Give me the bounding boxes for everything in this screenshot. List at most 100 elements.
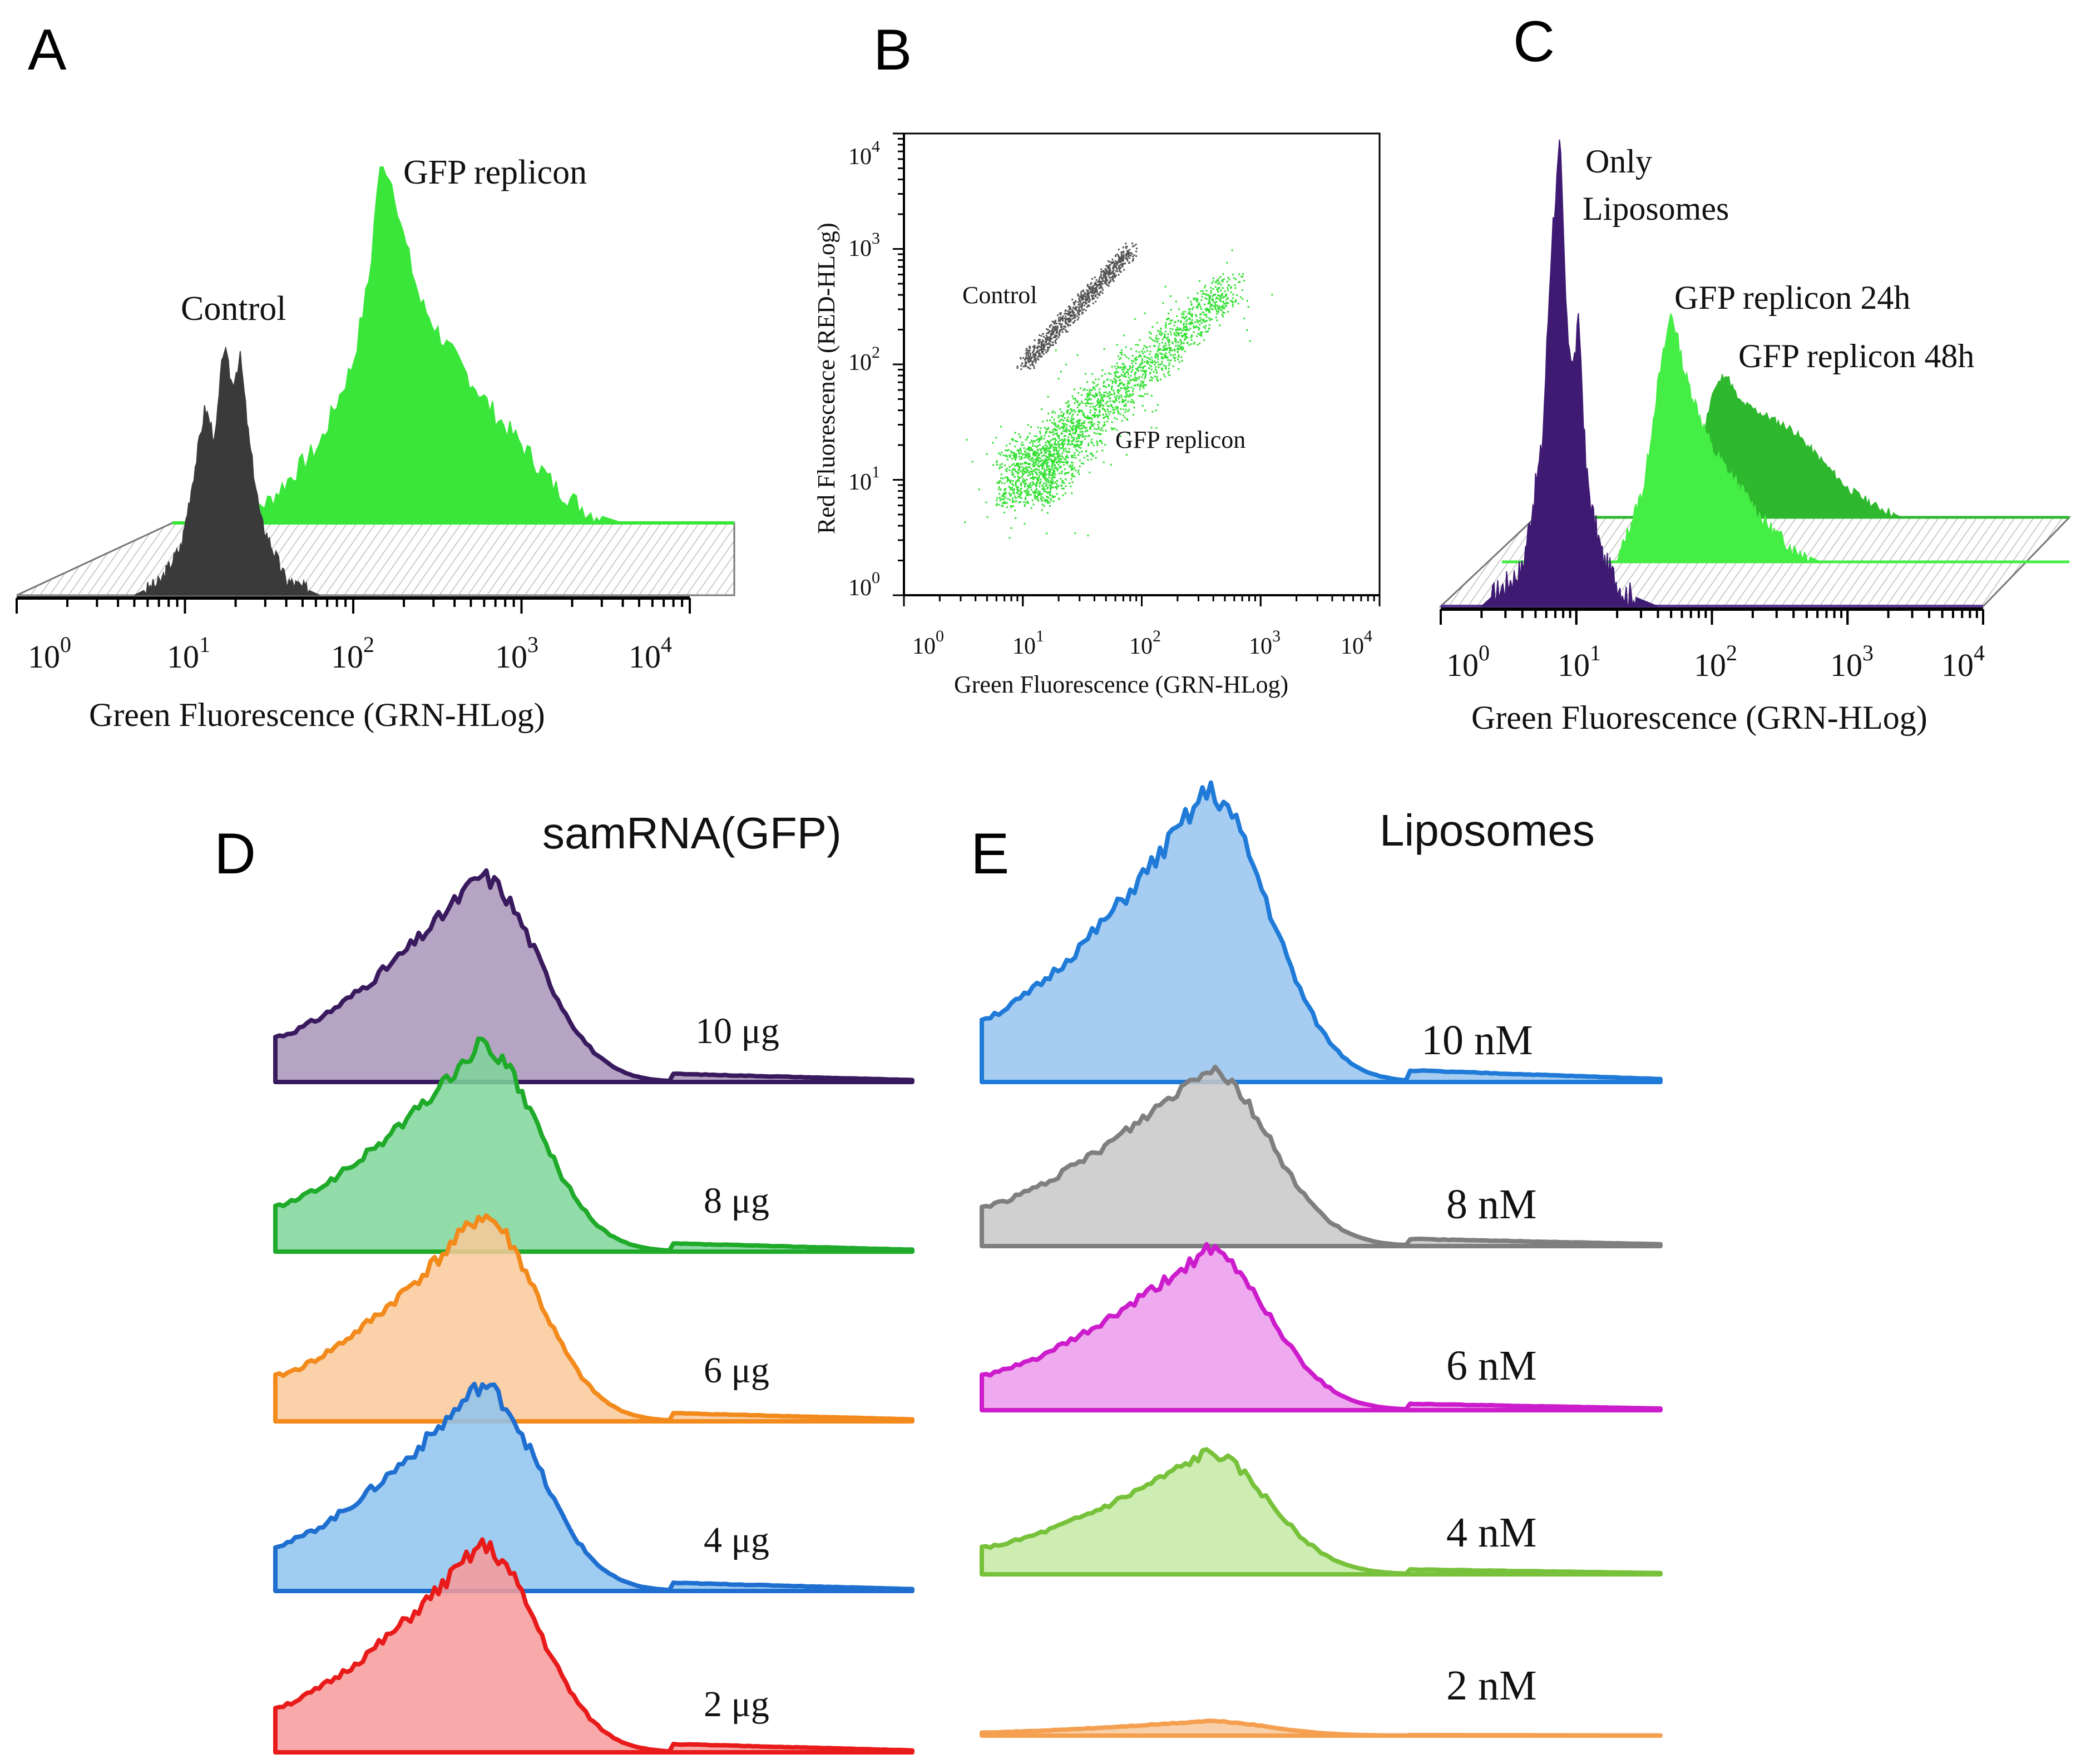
scatter-point <box>1128 386 1130 388</box>
scatter-point <box>1065 458 1067 461</box>
scatter-point <box>1208 300 1210 303</box>
scatter-point <box>1032 444 1034 447</box>
scatter-point <box>1098 414 1099 417</box>
scatter-point <box>1078 314 1080 316</box>
scatter-point <box>1071 467 1073 470</box>
scatter-point <box>1105 281 1107 283</box>
scatter-point <box>1040 497 1042 500</box>
scatter-point <box>966 439 968 441</box>
scatter-point <box>1199 331 1202 333</box>
scatter-point <box>1039 431 1041 433</box>
scatter-point <box>1209 302 1211 304</box>
scatter-point <box>1114 378 1116 381</box>
scatter-point <box>1092 297 1094 299</box>
scatter-point <box>1070 320 1071 323</box>
scatter-point <box>1035 496 1037 498</box>
scatter-point <box>1084 293 1086 295</box>
scatter-point <box>1027 501 1029 503</box>
scatter-point <box>1010 450 1012 452</box>
scatter-point <box>1150 368 1153 370</box>
scatter-point <box>1079 387 1081 389</box>
scatter-point <box>1090 441 1093 443</box>
scatter-point <box>1133 245 1135 247</box>
scatter-point <box>1064 472 1066 474</box>
scatter-point <box>1033 440 1035 442</box>
scatter-point <box>1097 398 1099 401</box>
scatter-point <box>1015 497 1017 499</box>
scatter-point <box>1041 437 1042 439</box>
scatter-point <box>1082 312 1084 314</box>
scatter-point <box>1041 455 1044 457</box>
scatter-point <box>1103 276 1105 279</box>
scatter-point <box>1100 274 1102 276</box>
scatter-point <box>1062 450 1065 452</box>
scatter-point <box>1010 506 1012 508</box>
scatter-point <box>1189 327 1192 329</box>
scatter-point <box>1116 253 1119 255</box>
scatter-point <box>1063 461 1065 463</box>
scatter-point <box>1180 332 1183 334</box>
scatter-point <box>998 482 1000 484</box>
ridge-area <box>980 780 1663 1084</box>
scatter-point <box>1222 306 1224 308</box>
scatter-point <box>1094 288 1096 290</box>
scatter-point <box>1054 443 1056 446</box>
scatter-point <box>1210 319 1212 321</box>
scatter-point <box>1038 350 1040 352</box>
ridge-area <box>273 868 915 1084</box>
scatter-point <box>1067 442 1070 444</box>
scatter-point <box>1016 480 1018 482</box>
scatter-point <box>1041 350 1043 352</box>
scatter-point <box>1054 473 1056 476</box>
scatter-point <box>1077 410 1080 412</box>
scatter-point <box>1205 331 1208 333</box>
scatter-point <box>992 442 994 444</box>
scatter-point <box>1119 268 1121 270</box>
scatter-point <box>1215 281 1217 284</box>
scatter-point <box>1050 337 1052 339</box>
scatter-point <box>1021 466 1024 468</box>
scatter-point <box>1170 359 1172 362</box>
scatter-point <box>1125 399 1126 401</box>
scatter-point <box>1043 454 1045 456</box>
scatter-point <box>1065 323 1067 325</box>
scatter-point <box>1134 372 1136 374</box>
scatter-point <box>1081 462 1083 465</box>
scatter-point <box>1082 463 1084 465</box>
scatter-point <box>1080 434 1082 437</box>
scatter-point <box>1166 318 1169 320</box>
scatter-point <box>1232 297 1234 299</box>
scatter-point <box>1164 336 1166 338</box>
scatter-point <box>1031 485 1033 487</box>
scatter-point <box>1098 287 1100 289</box>
scatter-point <box>1066 419 1068 421</box>
scatter-point <box>1114 274 1116 276</box>
scatter-point <box>1085 309 1087 312</box>
scatter-point <box>996 499 998 501</box>
scatter-point <box>1124 396 1126 398</box>
scatter-point <box>1161 363 1163 365</box>
scatter-point <box>1089 392 1091 394</box>
scatter-point <box>1156 322 1158 324</box>
scatter-point <box>1184 333 1186 335</box>
scatter-point <box>1101 292 1104 294</box>
scatter-point <box>1163 336 1165 338</box>
scatter-point <box>1107 416 1109 418</box>
scatter-point <box>1065 329 1067 331</box>
scatter-point <box>1054 470 1055 472</box>
scatter-point <box>1036 478 1038 480</box>
scatter-point <box>1027 367 1030 369</box>
scatter-point <box>1222 280 1224 283</box>
scatter-point <box>1048 458 1050 461</box>
scatter-point <box>1123 269 1125 271</box>
scatter-point <box>1103 381 1105 383</box>
scatter-point <box>1040 448 1042 451</box>
scatter-point <box>1107 270 1109 273</box>
scatter-point <box>1104 424 1106 426</box>
scatter-point <box>1049 337 1051 339</box>
scatter-point <box>1074 308 1076 310</box>
scatter-point <box>1180 343 1182 345</box>
scatter-point <box>1081 304 1083 306</box>
scatter-point <box>1135 362 1137 364</box>
scatter-point <box>1027 487 1029 489</box>
